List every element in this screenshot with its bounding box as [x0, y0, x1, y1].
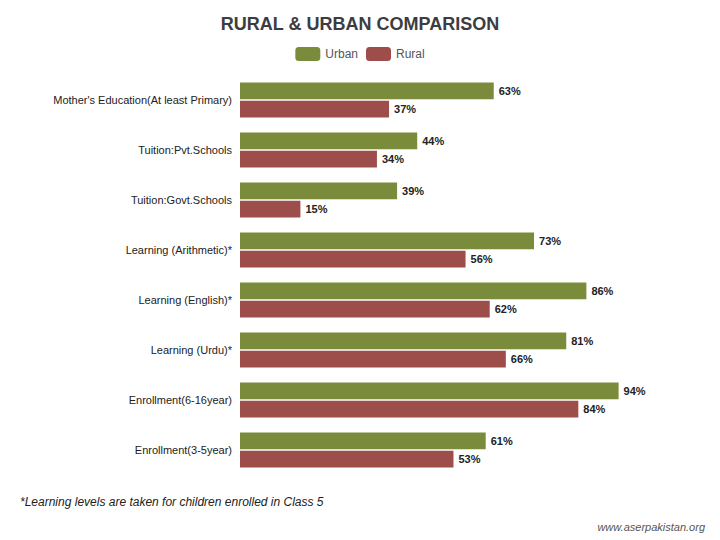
svg-text:Tuition:Pvt.Schools: Tuition:Pvt.Schools [138, 144, 232, 156]
svg-text:63%: 63% [499, 85, 521, 97]
svg-text:61%: 61% [491, 435, 513, 447]
svg-text:56%: 56% [471, 253, 493, 265]
svg-text:Rural: Rural [396, 47, 425, 61]
svg-text:94%: 94% [624, 385, 646, 397]
svg-text:84%: 84% [583, 403, 605, 415]
svg-text:www.aserpakistan.org: www.aserpakistan.org [597, 521, 705, 533]
svg-text:Mother's Education(At least Pr: Mother's Education(At least Primary) [53, 94, 232, 106]
svg-text:Learning (Arithmetic)*: Learning (Arithmetic)* [126, 244, 233, 256]
svg-text:39%: 39% [402, 185, 424, 197]
svg-text:81%: 81% [571, 335, 593, 347]
svg-text:Enrollment(6-16year): Enrollment(6-16year) [129, 394, 232, 406]
svg-text:34%: 34% [382, 153, 404, 165]
svg-text:Learning (English)*: Learning (English)* [138, 294, 232, 306]
svg-text:37%: 37% [394, 103, 416, 115]
svg-text:44%: 44% [422, 135, 444, 147]
svg-text:Tuition:Govt.Schools: Tuition:Govt.Schools [131, 194, 233, 206]
svg-text:Enrollment(3-5year): Enrollment(3-5year) [135, 444, 232, 456]
svg-text:73%: 73% [539, 235, 561, 247]
svg-text:86%: 86% [591, 285, 613, 297]
svg-text:*Learning levels are taken for: *Learning levels are taken for children … [20, 495, 324, 509]
svg-text:Learning (Urdu)*: Learning (Urdu)* [151, 344, 233, 356]
svg-text:62%: 62% [495, 303, 517, 315]
svg-text:53%: 53% [458, 453, 480, 465]
svg-text:RURAL & URBAN COMPARISON: RURAL & URBAN COMPARISON [221, 14, 499, 34]
svg-text:Urban: Urban [325, 47, 358, 61]
svg-text:66%: 66% [511, 353, 533, 365]
svg-text:15%: 15% [305, 203, 327, 215]
